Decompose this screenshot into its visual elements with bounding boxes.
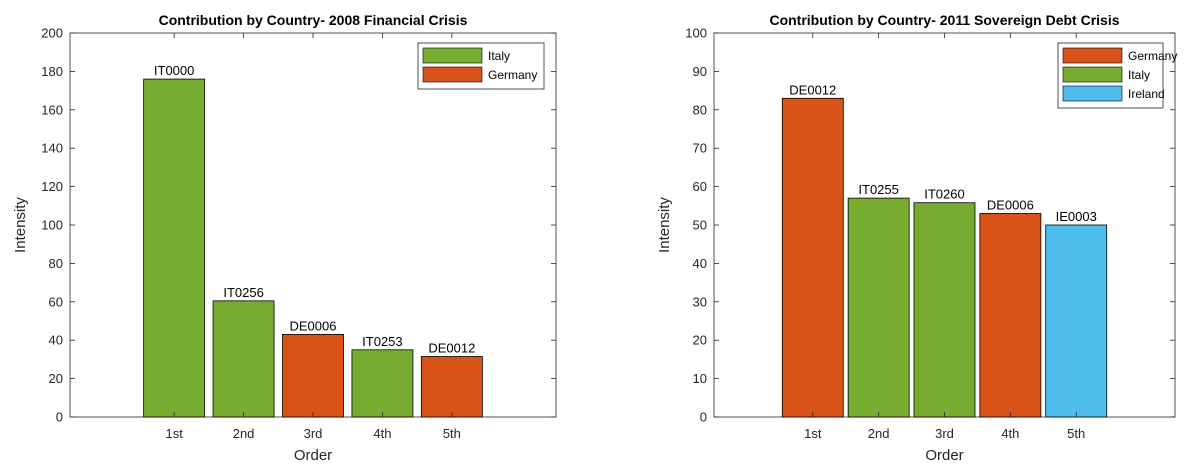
y-tick-label: 40 <box>693 256 707 271</box>
legend-swatch <box>1062 66 1123 83</box>
bar-3rd <box>282 334 344 418</box>
bar-4th <box>979 213 1042 418</box>
x-tick-label: 4th <box>1001 426 1019 441</box>
y-tick-label: 140 <box>41 141 63 156</box>
legend-entry: Ireland <box>1128 87 1165 101</box>
y-tick-label: 40 <box>49 333 63 348</box>
bar-data-label: IT0253 <box>362 334 402 349</box>
y-tick-label: 70 <box>693 141 707 156</box>
y-tick-label: 120 <box>41 179 63 194</box>
bar-data-label: IT0256 <box>223 285 263 300</box>
y-axis-label: Intensity <box>656 197 673 253</box>
x-tick-label: 1st <box>804 426 822 441</box>
chart-2008-financial-crisis: Contribution by Country- 2008 Financial … <box>12 12 557 464</box>
x-tick-label: 5th <box>443 426 461 441</box>
legend-swatch <box>1062 85 1123 102</box>
y-tick-label: 50 <box>693 218 707 233</box>
bar-3rd <box>913 202 976 418</box>
x-tick-label: 4th <box>373 426 391 441</box>
bar-5th <box>1045 224 1108 418</box>
y-tick-label: 0 <box>56 410 63 425</box>
y-tick-label: 90 <box>693 64 707 79</box>
y-axis-label: Intensity <box>12 197 29 253</box>
bar-1st <box>143 78 206 418</box>
y-tick-label: 200 <box>41 26 63 41</box>
legend-swatch <box>1062 47 1123 64</box>
legend-swatch <box>422 66 483 83</box>
y-tick-label: 20 <box>49 371 63 386</box>
x-tick-label: 5th <box>1067 426 1085 441</box>
bar-data-label: IE0003 <box>1056 209 1097 224</box>
y-tick-label: 10 <box>693 371 707 386</box>
legend-entry: Italy <box>488 49 510 63</box>
bar-data-label: IT0260 <box>924 187 964 202</box>
y-tick-label: 80 <box>693 102 707 117</box>
y-tick-label: 100 <box>41 218 63 233</box>
x-tick-label: 3rd <box>304 426 323 441</box>
bar-1st <box>781 97 844 418</box>
y-tick-label: 30 <box>693 294 707 309</box>
bar-2nd <box>212 300 275 418</box>
chart-title: Contribution by Country- 2011 Sovereign … <box>769 12 1119 28</box>
x-tick-label: 2nd <box>233 426 255 441</box>
bar-data-label: DE0006 <box>290 318 337 333</box>
y-tick-label: 100 <box>685 26 707 41</box>
legend-swatch <box>422 47 483 64</box>
x-tick-label: 1st <box>165 426 183 441</box>
bar-data-label: DE0012 <box>428 341 475 356</box>
legend-entry: Italy <box>1128 68 1150 82</box>
y-tick-label: 60 <box>693 179 707 194</box>
y-tick-label: 180 <box>41 64 63 79</box>
x-tick-label: 2nd <box>868 426 890 441</box>
x-axis-label: Order <box>925 447 963 464</box>
x-axis-label: Order <box>294 447 332 464</box>
chart-2011-sovereign-debt-crisis: Contribution by Country- 2011 Sovereign … <box>656 12 1177 464</box>
bar-2nd <box>847 197 910 418</box>
bar-4th <box>351 349 414 418</box>
bar-data-label: DE0012 <box>789 82 836 97</box>
y-tick-label: 20 <box>693 333 707 348</box>
bar-data-label: IT0255 <box>858 182 898 197</box>
y-tick-label: 0 <box>700 410 707 425</box>
y-tick-label: 160 <box>41 102 63 117</box>
y-tick-label: 80 <box>49 256 63 271</box>
legend-entry: Germany <box>488 68 537 82</box>
bar-data-label: DE0006 <box>987 197 1034 212</box>
y-tick-label: 60 <box>49 294 63 309</box>
legend: Germany Italy Ireland <box>1057 42 1177 109</box>
chart-title: Contribution by Country- 2008 Financial … <box>159 12 468 28</box>
x-tick-label: 3rd <box>935 426 954 441</box>
legend-entry: Germany <box>1128 49 1177 63</box>
legend: Italy Germany <box>417 42 545 90</box>
bar-data-label: IT0000 <box>154 63 194 78</box>
bar-5th <box>420 356 483 418</box>
